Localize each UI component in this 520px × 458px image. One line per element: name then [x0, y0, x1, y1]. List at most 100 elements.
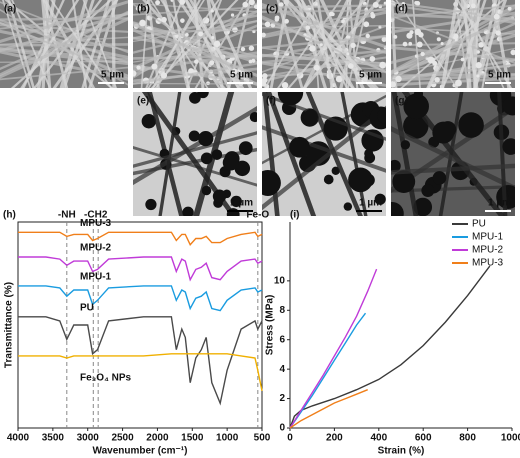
particle: [274, 17, 280, 22]
x-tick-label: 2000: [146, 433, 169, 444]
legend-label: MPU-3: [472, 258, 504, 269]
series-label: MPU-3: [80, 218, 112, 229]
particle: [379, 61, 386, 69]
fiber: [82, 0, 117, 88]
fiber: [133, 9, 257, 71]
particle: [210, 9, 214, 13]
particle: [160, 72, 168, 79]
particle: [133, 70, 137, 77]
fiber: [391, 92, 419, 216]
fiber: [2, 0, 32, 88]
particle: [242, 1, 249, 8]
particle: [262, 80, 267, 87]
particle: [200, 152, 213, 165]
particle: [402, 41, 408, 47]
fiber: [184, 0, 231, 88]
particle: [222, 154, 239, 171]
particle: [400, 140, 411, 150]
panel-label: (g): [395, 96, 408, 107]
particle: [348, 167, 373, 193]
particle: [319, 43, 323, 47]
particle: [151, 63, 158, 70]
fiber: [391, 13, 515, 75]
particle: [281, 81, 289, 88]
fiber: [441, 0, 481, 88]
fiber: [262, 4, 386, 9]
panel-label: (e): [137, 96, 149, 107]
scale-bar-label: 5 µm: [488, 70, 511, 81]
series-label: Fe₃O₄ NPs: [80, 373, 132, 384]
fiber: [262, 7, 386, 37]
micrograph: [391, 0, 515, 88]
fiber: [456, 0, 513, 88]
particle: [363, 21, 370, 28]
fiber: [0, 0, 128, 44]
x-tick-label: 600: [415, 433, 432, 444]
fiber: [481, 0, 501, 88]
fiber: [266, 92, 317, 216]
particle: [179, 0, 186, 5]
fiber: [340, 92, 368, 216]
fiber: [262, 9, 386, 13]
fiber: [133, 22, 257, 78]
particle: [350, 42, 356, 49]
fiber: [0, 1, 128, 54]
fiber: [262, 53, 386, 64]
particle: [211, 149, 223, 160]
particle: [182, 206, 194, 216]
particle: [139, 19, 146, 27]
particle: [377, 107, 386, 124]
x-tick-label: 3500: [42, 433, 65, 444]
x-tick-label: 1000: [501, 433, 520, 444]
particle: [209, 60, 215, 66]
particle: [493, 13, 500, 20]
particle: [230, 195, 242, 208]
particle: [188, 68, 194, 75]
series-line: [289, 265, 491, 429]
particle: [184, 32, 189, 37]
fiber: [133, 19, 257, 54]
particle: [364, 148, 374, 158]
particle: [262, 169, 281, 196]
fiber: [262, 3, 386, 49]
particle: [476, 74, 480, 78]
fiber: [262, 105, 386, 211]
particle: [248, 0, 255, 6]
particle: [403, 93, 429, 120]
fiber: [497, 92, 508, 216]
legend-label: MPU-1: [472, 232, 504, 243]
x-axis-title: Strain (%): [378, 446, 425, 457]
y-axis-title: Transmittance (%): [4, 282, 15, 368]
particle: [502, 96, 515, 116]
x-tick-label: 3000: [77, 433, 100, 444]
particle: [391, 159, 401, 173]
particle: [230, 13, 235, 17]
particle: [478, 42, 484, 48]
scale-bar-label: 5 µm: [101, 70, 124, 81]
particle: [278, 2, 284, 8]
particle: [470, 3, 476, 9]
fiber: [391, 14, 515, 65]
particle: [309, 45, 316, 52]
particle: [421, 184, 435, 198]
particle: [458, 112, 484, 138]
particle: [240, 46, 246, 52]
fiber: [72, 0, 88, 88]
particle: [262, 32, 266, 38]
particle: [253, 4, 257, 9]
x-tick-label: 500: [254, 433, 271, 444]
series-label: PU: [80, 302, 94, 313]
particle: [201, 185, 212, 196]
particle: [420, 51, 425, 57]
panel-label: (i): [290, 210, 299, 221]
y-axis-title: Stress (MPa): [265, 295, 276, 356]
particle: [460, 57, 465, 62]
particle: [381, 36, 386, 43]
particle: [374, 193, 386, 205]
particle: [145, 198, 157, 211]
particle: [416, 41, 423, 48]
fiber: [50, 0, 113, 88]
panel-label: (c): [266, 4, 278, 15]
fiber: [11, 0, 51, 88]
